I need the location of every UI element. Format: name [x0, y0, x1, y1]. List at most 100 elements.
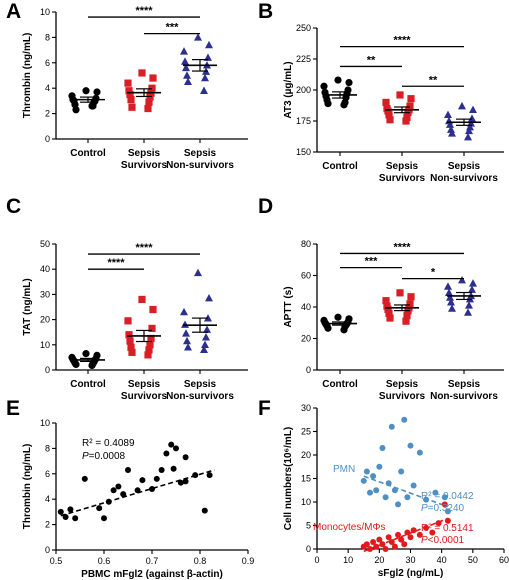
y-tick-label: 2: [45, 520, 50, 530]
p-value-label-monocytes: P<0.0001: [421, 535, 465, 546]
data-point: [163, 450, 170, 457]
data-point: [334, 313, 342, 321]
data-point: [180, 307, 188, 316]
y-tick-label: 20: [40, 315, 50, 325]
data-point: [385, 309, 393, 317]
data-point: [194, 33, 202, 41]
data-point: [125, 466, 131, 473]
significance-label: **: [367, 54, 376, 66]
data-point: [127, 343, 135, 351]
data-point: [72, 360, 80, 369]
x-tick-label: 0.5: [50, 556, 63, 566]
data-point: [464, 132, 472, 141]
data-point: [183, 71, 191, 79]
p-value-label: P=0.0008: [82, 451, 126, 462]
data-point: [447, 298, 455, 306]
data-point: [373, 543, 380, 550]
data-point: [469, 279, 477, 287]
significance-label: ***: [365, 256, 379, 268]
category-label: Sepsis: [386, 161, 419, 172]
data-point: [395, 501, 402, 508]
data-point: [360, 477, 367, 484]
data-point: [81, 475, 88, 482]
data-point: [384, 107, 392, 115]
data-point: [184, 77, 192, 86]
y-axis-label: Thrombin (ng/mL): [22, 33, 33, 119]
data-point: [446, 293, 454, 301]
r-squared-label: R² = 0.4089: [82, 438, 135, 449]
x-tick-label: 0.9: [242, 556, 255, 566]
y-tick-label: 30: [301, 403, 311, 413]
data-point: [391, 543, 398, 550]
data-point: [448, 129, 456, 137]
y-tick-label: 0: [306, 365, 311, 375]
data-point: [124, 79, 132, 87]
data-point: [441, 501, 448, 508]
y-tick-label: 0: [45, 365, 50, 375]
data-point: [416, 531, 423, 538]
y-tick-label: 0: [45, 545, 50, 555]
data-point: [468, 114, 476, 122]
data-point: [320, 82, 328, 90]
y-tick-label: 8: [45, 443, 50, 453]
y-axis-label: Thrombin (ng/mL): [22, 444, 33, 530]
series-label-monocytes: Monocytes/MΦs: [313, 522, 385, 533]
data-point: [201, 340, 209, 348]
data-point: [168, 441, 175, 448]
data-point: [465, 126, 473, 135]
data-point: [404, 494, 411, 501]
data-point: [398, 468, 405, 475]
category-label: Sepsis: [386, 379, 419, 390]
panel-label-a: A: [6, 0, 21, 23]
data-point: [144, 351, 152, 359]
y-tick-label: 15: [301, 474, 311, 484]
data-point: [57, 508, 64, 515]
data-point: [370, 473, 377, 480]
data-point: [182, 329, 190, 337]
significance-label: ****: [135, 242, 153, 254]
data-point: [126, 337, 134, 345]
y-tick-label: 175: [296, 116, 311, 126]
data-point: [382, 494, 389, 501]
y-tick-label: 0: [45, 134, 50, 144]
data-point: [146, 341, 154, 349]
category-label: Survivors: [121, 391, 168, 402]
data-point: [448, 304, 456, 312]
data-point: [469, 105, 477, 114]
data-point: [466, 294, 474, 303]
data-point: [388, 423, 395, 430]
data-point: [125, 331, 133, 339]
data-point: [93, 88, 101, 96]
data-point: [416, 449, 423, 456]
y-tick-label: 10: [40, 7, 50, 17]
x-tick-label: 0.7: [146, 556, 159, 566]
y-tick-label: 5: [306, 521, 311, 531]
data-point: [139, 477, 146, 484]
data-point: [363, 468, 370, 475]
category-label: Sepsis: [448, 379, 481, 390]
data-point: [410, 482, 417, 489]
data-point: [386, 314, 394, 322]
data-point: [366, 489, 373, 496]
y-tick-label: 150: [296, 147, 311, 157]
category-label: Sepsis: [128, 379, 161, 390]
y-tick-label: 20: [301, 450, 311, 460]
category-label: Sepsis: [184, 148, 217, 159]
data-point: [445, 288, 453, 297]
data-point: [205, 40, 213, 49]
significance-label: ***: [166, 22, 180, 34]
data-point: [403, 113, 411, 121]
data-point: [402, 117, 410, 125]
significance-label: ****: [393, 35, 411, 47]
y-tick-label: 6: [45, 58, 50, 68]
category-label: Control: [322, 379, 358, 390]
y-tick-label: 40: [40, 264, 50, 274]
data-point: [446, 120, 454, 128]
category-label: Survivors: [379, 391, 426, 402]
x-tick-label: 0.6: [98, 556, 111, 566]
y-tick-label: 6: [45, 469, 50, 479]
data-point: [182, 454, 189, 461]
